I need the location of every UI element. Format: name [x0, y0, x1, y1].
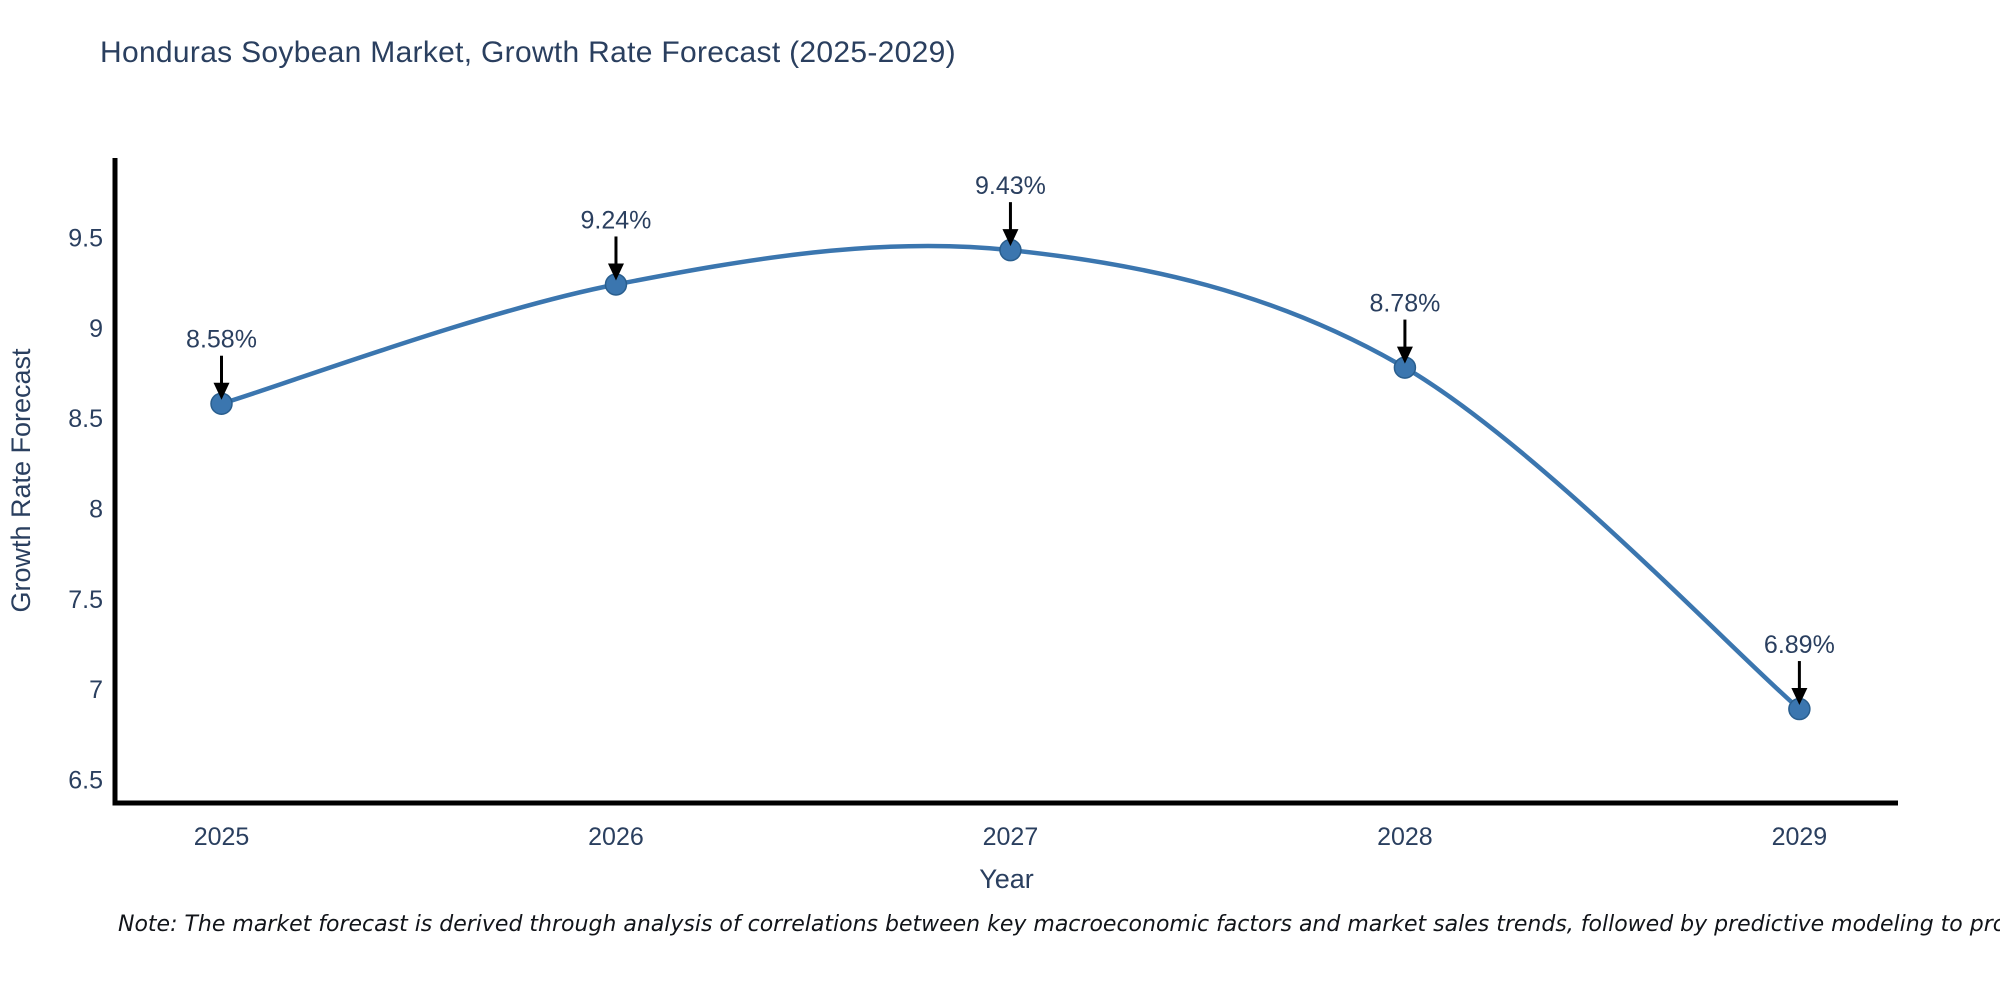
forecast-line	[219, 243, 1802, 712]
annotation-arrowhead	[1791, 688, 1808, 706]
annotation-arrowhead	[213, 382, 230, 400]
chart-title: Honduras Soybean Market, Growth Rate For…	[100, 36, 956, 69]
annotation-label: 9.24%	[581, 206, 652, 234]
x-tick-label: 2025	[194, 823, 250, 851]
annotation-label: 9.43%	[975, 172, 1046, 200]
x-tick-label: 2029	[1772, 823, 1828, 851]
y-tick-label: 7	[89, 676, 103, 704]
y-tick-label: 8	[89, 496, 103, 524]
y-tick-label: 9	[89, 315, 103, 343]
annotation-label: 8.78%	[1369, 290, 1440, 318]
y-axis-title: Growth Rate Forecast	[6, 348, 36, 613]
annotation-arrowhead	[607, 263, 624, 281]
annotation-label: 6.89%	[1764, 631, 1835, 659]
annotation-arrowhead	[1396, 346, 1413, 364]
y-tick-label: 8.5	[68, 405, 103, 433]
footnote: Note: The market forecast is derived thr…	[118, 912, 2000, 937]
x-tick-label: 2028	[1377, 823, 1433, 851]
y-tick-label: 9.5	[68, 224, 103, 252]
annotation-arrowhead	[1002, 229, 1019, 247]
y-tick-label: 6.5	[68, 767, 103, 795]
y-tick-label: 7.5	[68, 586, 103, 614]
x-tick-label: 2027	[983, 823, 1039, 851]
x-axis-title: Year	[979, 864, 1034, 894]
x-tick-label: 2026	[588, 823, 644, 851]
annotation-label: 8.58%	[186, 326, 257, 354]
